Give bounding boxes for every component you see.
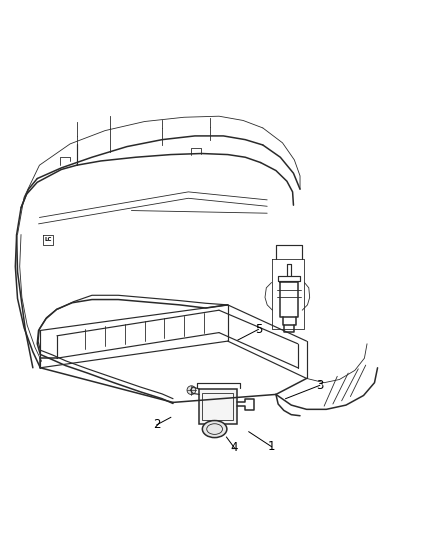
Text: 2: 2 xyxy=(153,418,161,431)
Text: 5: 5 xyxy=(255,323,262,336)
Text: 1: 1 xyxy=(268,440,276,453)
Circle shape xyxy=(187,386,196,394)
Polygon shape xyxy=(199,389,237,424)
Text: LC: LC xyxy=(44,237,52,243)
Text: 3: 3 xyxy=(316,379,323,392)
Text: 4: 4 xyxy=(230,441,238,454)
Ellipse shape xyxy=(202,421,227,438)
